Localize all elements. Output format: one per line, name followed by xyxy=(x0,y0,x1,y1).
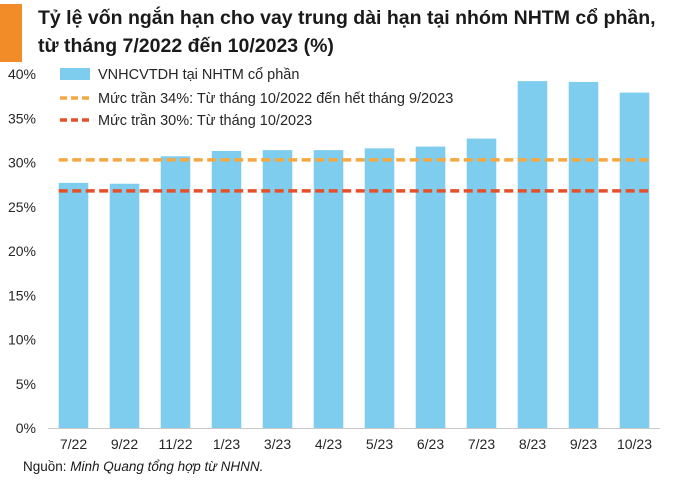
bar xyxy=(568,81,599,428)
x-tick-label: 6/23 xyxy=(417,436,444,452)
x-tick-label: 11/22 xyxy=(159,436,193,452)
chart-title-line-2: từ tháng 7/2022 đến 10/2023 (%) xyxy=(38,35,334,57)
chart-title: Tỷ lệ vốn ngắn hạn cho vay trung dài hạn… xyxy=(38,4,688,60)
y-tick-label: 40% xyxy=(8,66,36,82)
source-text: Minh Quang tổng hợp từ NHNN. xyxy=(70,459,264,474)
legend-label-cap-34: Mức trần 34%: Từ tháng 10/2022 đến hết t… xyxy=(98,91,453,107)
bar xyxy=(619,92,650,429)
x-tick-label: 10/23 xyxy=(617,436,652,452)
x-tick-label: 7/23 xyxy=(468,436,495,452)
x-tick-label: 8/23 xyxy=(519,436,546,452)
bar xyxy=(160,156,191,428)
title-accent-bar xyxy=(0,4,22,62)
bar xyxy=(415,146,446,428)
y-tick-label: 20% xyxy=(8,243,36,259)
y-tick-label: 25% xyxy=(8,199,36,215)
x-tick-label: 7/22 xyxy=(60,436,87,452)
x-tick-label: 4/23 xyxy=(315,436,342,452)
x-tick-label: 5/23 xyxy=(366,436,393,452)
bar xyxy=(58,182,89,428)
bar xyxy=(364,148,395,428)
y-tick-label: 0% xyxy=(16,420,36,436)
x-tick-label: 9/23 xyxy=(570,436,597,452)
y-tick-label: 10% xyxy=(8,332,36,348)
legend-label-cap-30: Mức trần 30%: Từ tháng 10/2023 xyxy=(98,113,312,129)
y-tick-label: 15% xyxy=(8,287,36,303)
x-tick-label: 9/22 xyxy=(111,436,138,452)
bar xyxy=(109,183,140,428)
bar xyxy=(517,81,548,428)
legend-label-bar: VNHCVTDH tại NHTM cổ phần xyxy=(98,67,299,83)
source-note: Nguồn: Minh Quang tổng hợp từ NHNN. xyxy=(23,459,263,474)
bar xyxy=(466,138,497,429)
legend-swatch-bar xyxy=(60,68,90,80)
y-tick-label: 30% xyxy=(8,155,36,171)
source-prefix: Nguồn: xyxy=(23,459,71,474)
x-tick-label: 3/23 xyxy=(264,436,291,452)
y-tick-label: 35% xyxy=(8,110,36,126)
bar xyxy=(211,150,242,428)
y-tick-label: 5% xyxy=(16,376,36,392)
bar xyxy=(262,150,293,429)
chart-title-line-1: Tỷ lệ vốn ngắn hạn cho vay trung dài hạn… xyxy=(38,7,656,29)
x-tick-label: 1/23 xyxy=(213,436,240,452)
bar xyxy=(313,150,344,429)
